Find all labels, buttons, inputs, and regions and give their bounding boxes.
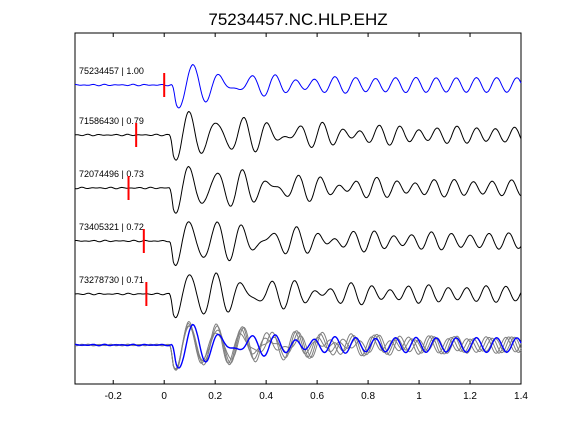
overlay-master-trace xyxy=(75,323,522,369)
x-tick-label: 0.4 xyxy=(259,391,273,402)
x-tick-label: -0.2 xyxy=(105,391,123,402)
x-tick-label: 1.2 xyxy=(463,391,477,402)
trace-label: 71586430 | 0.79 xyxy=(79,116,144,126)
overlay-trace xyxy=(74,321,522,371)
trace-3: 73405321 | 0.72 xyxy=(74,221,522,267)
trace-line xyxy=(74,221,522,267)
x-axis: -0.2 0 0.2 0.4 0.6 0.8 1 1.2 1.4 xyxy=(105,33,528,402)
trace-label: 73405321 | 0.72 xyxy=(79,222,144,232)
x-tick-label: 0.6 xyxy=(310,391,324,402)
trace-2: 72074496 | 0.73 xyxy=(74,165,522,214)
x-tick-label: 0.2 xyxy=(208,391,222,402)
x-tick-label: 1.4 xyxy=(514,391,528,402)
trace-line xyxy=(74,165,522,214)
plot-frame xyxy=(74,32,522,385)
x-tick-label: 0.8 xyxy=(361,391,375,402)
trace-stack: 75234457 | 1.00 71586430 | 0.79 72074496 |… xyxy=(74,64,522,319)
aligned-overlay xyxy=(74,321,522,371)
overlay-trace xyxy=(74,323,522,370)
trace-4: 73278730 | 0.71 xyxy=(74,272,522,319)
x-tick-label: 1 xyxy=(416,391,422,402)
trace-label: 75234457 | 1.00 xyxy=(79,66,144,76)
trace-line xyxy=(74,111,522,161)
x-tick-label: 0 xyxy=(161,391,167,402)
trace-label: 72074496 | 0.73 xyxy=(79,169,144,179)
trace-0: 75234457 | 1.00 xyxy=(75,64,522,109)
chart-title: 75234457.NC.HLP.EHZ xyxy=(208,10,387,29)
trace-line xyxy=(75,64,522,109)
trace-label: 73278730 | 0.71 xyxy=(79,275,144,285)
trace-1: 71586430 | 0.79 xyxy=(74,111,522,161)
trace-line xyxy=(74,272,522,319)
